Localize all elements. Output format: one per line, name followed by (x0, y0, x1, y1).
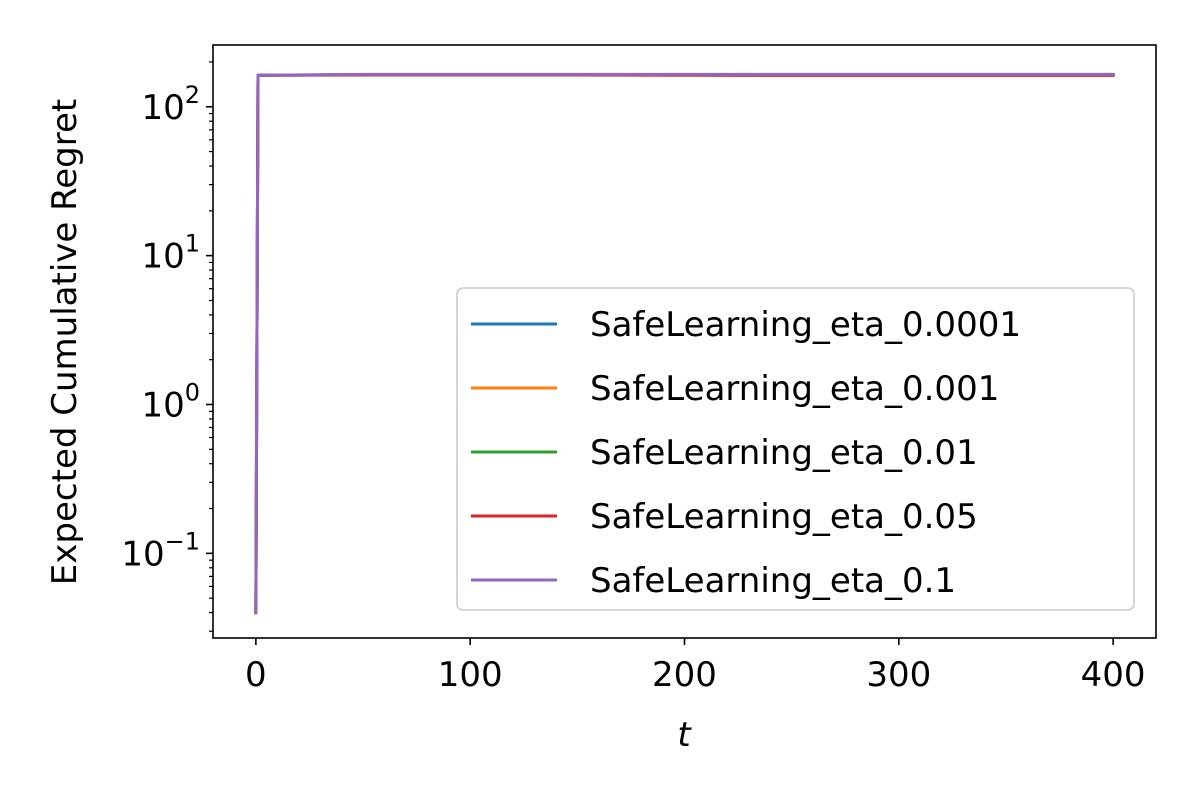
series-line-4 (254, 72, 1115, 615)
y-axis-label: Expected Cumulative Regret (45, 99, 85, 585)
x-tick-label: 0 (245, 655, 267, 695)
x-tick-label: 200 (652, 655, 717, 695)
x-tick-label: 400 (1081, 655, 1146, 695)
legend-label: SafeLearning_eta_0.05 (590, 497, 978, 537)
legend-label: SafeLearning_eta_0.001 (590, 369, 999, 409)
series-layer (254, 72, 1115, 615)
y-tick-label: 102 (141, 81, 200, 128)
legend: SafeLearning_eta_0.0001 SafeLearning_eta_… (456, 287, 1135, 611)
x-axis: 0 100 200 300 400 (245, 638, 1146, 695)
x-axis-label: t (677, 715, 692, 755)
legend-label: SafeLearning_eta_0.0001 (590, 305, 1021, 345)
x-tick-label: 100 (438, 655, 503, 695)
legend-box (456, 287, 1135, 611)
legend-label: SafeLearning_eta_0.1 (590, 561, 956, 601)
x-tick-label: 300 (866, 655, 931, 695)
legend-label: SafeLearning_eta_0.01 (590, 433, 978, 473)
y-tick-label: 10−1 (121, 527, 200, 574)
